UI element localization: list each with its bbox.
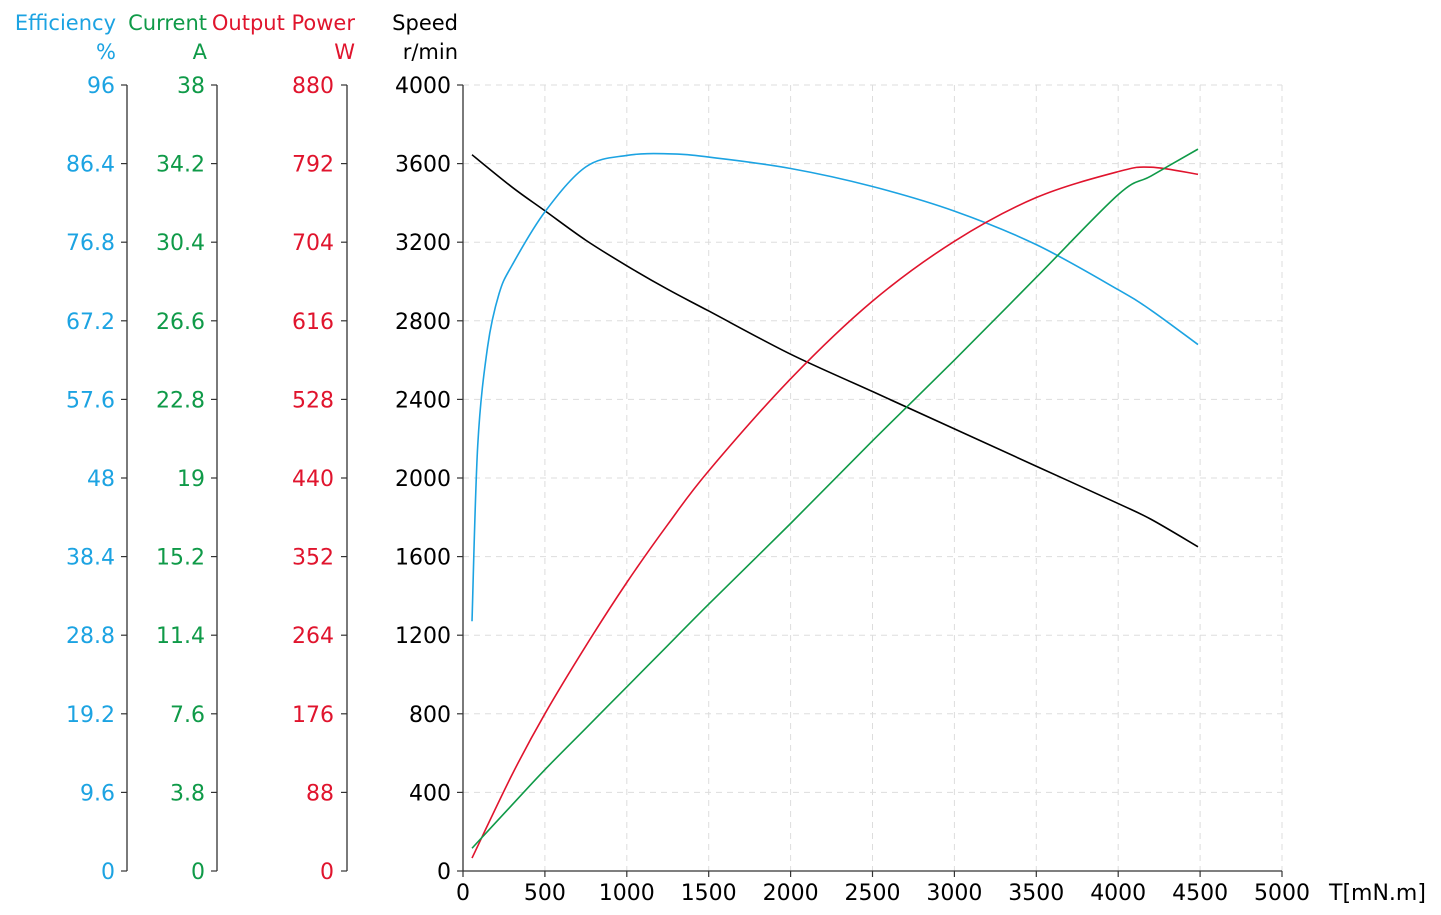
current-tick-label: 19: [177, 467, 205, 492]
speed-axis-unit: r/min: [403, 40, 458, 64]
torque-tick-label: 4500: [1172, 881, 1228, 906]
speed-tick-label: 800: [409, 703, 451, 728]
output-power-tick-label: 616: [292, 310, 334, 335]
output-power-tick-label: 704: [292, 231, 334, 256]
speed-tick-label: 2800: [395, 310, 451, 335]
torque-tick-label: 500: [524, 881, 566, 906]
efficiency-tick-label: 38.4: [66, 546, 115, 571]
speed-tick-label: 2000: [395, 467, 451, 492]
efficiency-tick-label: 67.2: [66, 310, 115, 335]
efficiency-tick-label: 0: [101, 860, 115, 885]
speed-tick-label: 0: [437, 860, 451, 885]
efficiency-axis-title: Efficiency: [15, 11, 116, 35]
current-tick-label: 11.4: [156, 624, 205, 649]
efficiency-axis-unit: %: [96, 40, 116, 64]
current-tick-label: 38: [177, 74, 205, 99]
speed-curve: [471, 154, 1199, 548]
efficiency-tick-label: 28.8: [66, 624, 115, 649]
torque-tick-label: 3000: [926, 881, 982, 906]
output-power-tick-label: 88: [306, 781, 334, 806]
output-power-curve: [471, 166, 1199, 859]
speed-tick-label: 400: [409, 781, 451, 806]
speed-axis-title: Speed: [392, 11, 458, 35]
current-tick-label: 22.8: [156, 388, 205, 413]
output-power-tick-label: 440: [292, 467, 334, 492]
speed-tick-label: 4000: [395, 74, 451, 99]
current-tick-label: 26.6: [156, 310, 205, 335]
speed-tick-label: 2400: [395, 388, 451, 413]
current-tick-label: 0: [191, 860, 205, 885]
output-power-tick-label: 352: [292, 546, 334, 571]
axis-labels: Efficiency % Current A Output Power W Sp…: [15, 11, 1426, 906]
torque-tick-label: 1500: [681, 881, 737, 906]
torque-tick-label: 0: [456, 881, 470, 906]
efficiency-tick-label: 48: [87, 467, 115, 492]
efficiency-tick-label: 86.4: [66, 153, 115, 178]
speed-tick-label: 1200: [395, 624, 451, 649]
torque-tick-label: 2500: [845, 881, 901, 906]
current-tick-label: 3.8: [170, 781, 205, 806]
efficiency-tick-label: 9.6: [80, 781, 115, 806]
output-power-tick-label: 0: [320, 860, 334, 885]
output-power-tick-label: 792: [292, 153, 334, 178]
current-tick-label: 15.2: [156, 546, 205, 571]
output-power-axis-unit: W: [334, 40, 355, 64]
efficiency-tick-label: 19.2: [66, 703, 115, 728]
torque-tick-label: 1000: [599, 881, 655, 906]
axes: 96 86.4 76.8 67.2 57.6 48 38.4 28.8 19.2 9.6 0 38 34…: [66, 74, 1310, 906]
current-axis-title: Current: [128, 11, 207, 35]
current-tick-label: 30.4: [156, 231, 205, 256]
torque-tick-label: 5000: [1254, 881, 1310, 906]
output-power-tick-label: 528: [292, 388, 334, 413]
grid: [463, 84, 1283, 871]
curves: [471, 148, 1199, 859]
current-axis-unit: A: [193, 40, 208, 64]
current-tick-label: 34.2: [156, 153, 205, 178]
speed-tick-label: 1600: [395, 546, 451, 571]
current-curve: [471, 148, 1199, 849]
current-tick-label: 7.6: [170, 703, 205, 728]
efficiency-tick-label: 76.8: [66, 231, 115, 256]
output-power-tick-label: 176: [292, 703, 334, 728]
torque-axis-label: T[mN.m]: [1328, 881, 1426, 906]
efficiency-tick-label: 57.6: [66, 388, 115, 413]
torque-tick-label: 3500: [1008, 881, 1064, 906]
torque-tick-label: 2000: [763, 881, 819, 906]
output-power-axis-title: Output Power: [212, 11, 355, 35]
output-power-tick-label: 880: [292, 74, 334, 99]
efficiency-curve: [471, 152, 1199, 622]
output-power-tick-label: 264: [292, 624, 334, 649]
torque-tick-label: 4000: [1090, 881, 1146, 906]
speed-tick-label: 3200: [395, 231, 451, 256]
efficiency-tick-label: 96: [87, 74, 115, 99]
speed-tick-label: 3600: [395, 153, 451, 178]
